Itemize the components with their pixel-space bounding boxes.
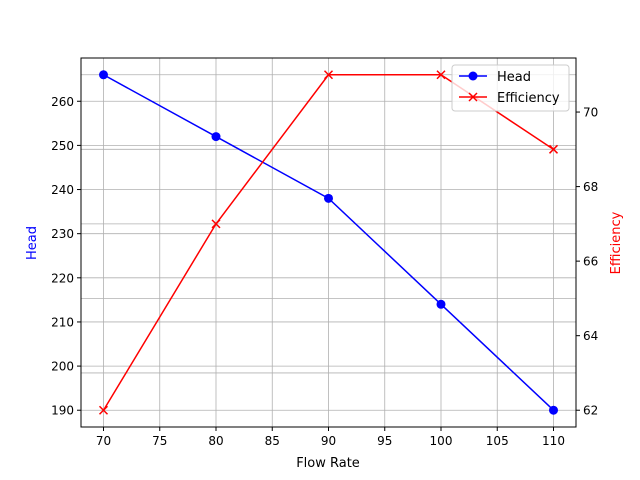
head-point-marker-icon <box>436 299 446 309</box>
grid-lines <box>81 58 576 427</box>
left-axis-ticks: 190 200 210 220 230 240 250 260 <box>51 95 81 418</box>
right-tick-label: 62 <box>583 404 598 418</box>
left-axis-label: Head <box>25 226 40 260</box>
efficiency-point-marker-icon <box>548 144 559 154</box>
x-axis-ticks: 70 75 80 85 90 95 100 105 110 <box>96 427 565 448</box>
right-axis-ticks: 62 64 66 68 70 <box>576 106 598 418</box>
x-tick-label: 90 <box>321 434 336 448</box>
head-point-marker-icon <box>211 132 221 142</box>
x-tick-label: 70 <box>96 434 111 448</box>
left-tick-label: 250 <box>51 139 74 153</box>
left-tick-label: 220 <box>51 271 74 285</box>
legend: Head Efficiency <box>451 64 570 112</box>
x-tick-label: 75 <box>152 434 167 448</box>
x-tick-label: 105 <box>486 434 509 448</box>
left-tick-label: 260 <box>51 95 74 109</box>
head-point-marker-icon <box>99 70 108 80</box>
head-point-marker-icon <box>549 405 558 415</box>
x-tick-label: 85 <box>265 434 280 448</box>
efficiency-legend-marker-icon <box>468 92 478 102</box>
right-tick-label: 70 <box>583 106 598 120</box>
x-tick-label: 80 <box>208 434 223 448</box>
left-tick-label: 210 <box>51 315 74 329</box>
right-tick-label: 66 <box>583 255 598 269</box>
right-tick-label: 64 <box>583 329 598 343</box>
right-axis-label: Efficiency <box>609 211 624 274</box>
x-tick-label: 95 <box>377 434 392 448</box>
head-legend-marker-icon <box>468 71 478 81</box>
efficiency-point-marker-icon <box>211 219 221 229</box>
efficiency-point-marker-icon <box>436 70 446 80</box>
x-tick-label: 100 <box>430 434 453 448</box>
head-point-marker-icon <box>324 193 333 203</box>
efficiency-point-marker-icon <box>323 70 334 80</box>
left-tick-label: 190 <box>51 404 74 418</box>
left-tick-label: 230 <box>51 227 74 241</box>
legend-head-label: Head <box>497 70 531 85</box>
left-tick-label: 200 <box>51 360 74 374</box>
right-tick-label: 68 <box>583 180 598 194</box>
x-tick-label: 110 <box>542 434 565 448</box>
legend-efficiency-label: Efficiency <box>497 91 560 106</box>
left-tick-label: 240 <box>51 183 74 197</box>
x-axis-label: Flow Rate <box>296 456 360 471</box>
efficiency-point-marker-icon <box>98 405 109 415</box>
